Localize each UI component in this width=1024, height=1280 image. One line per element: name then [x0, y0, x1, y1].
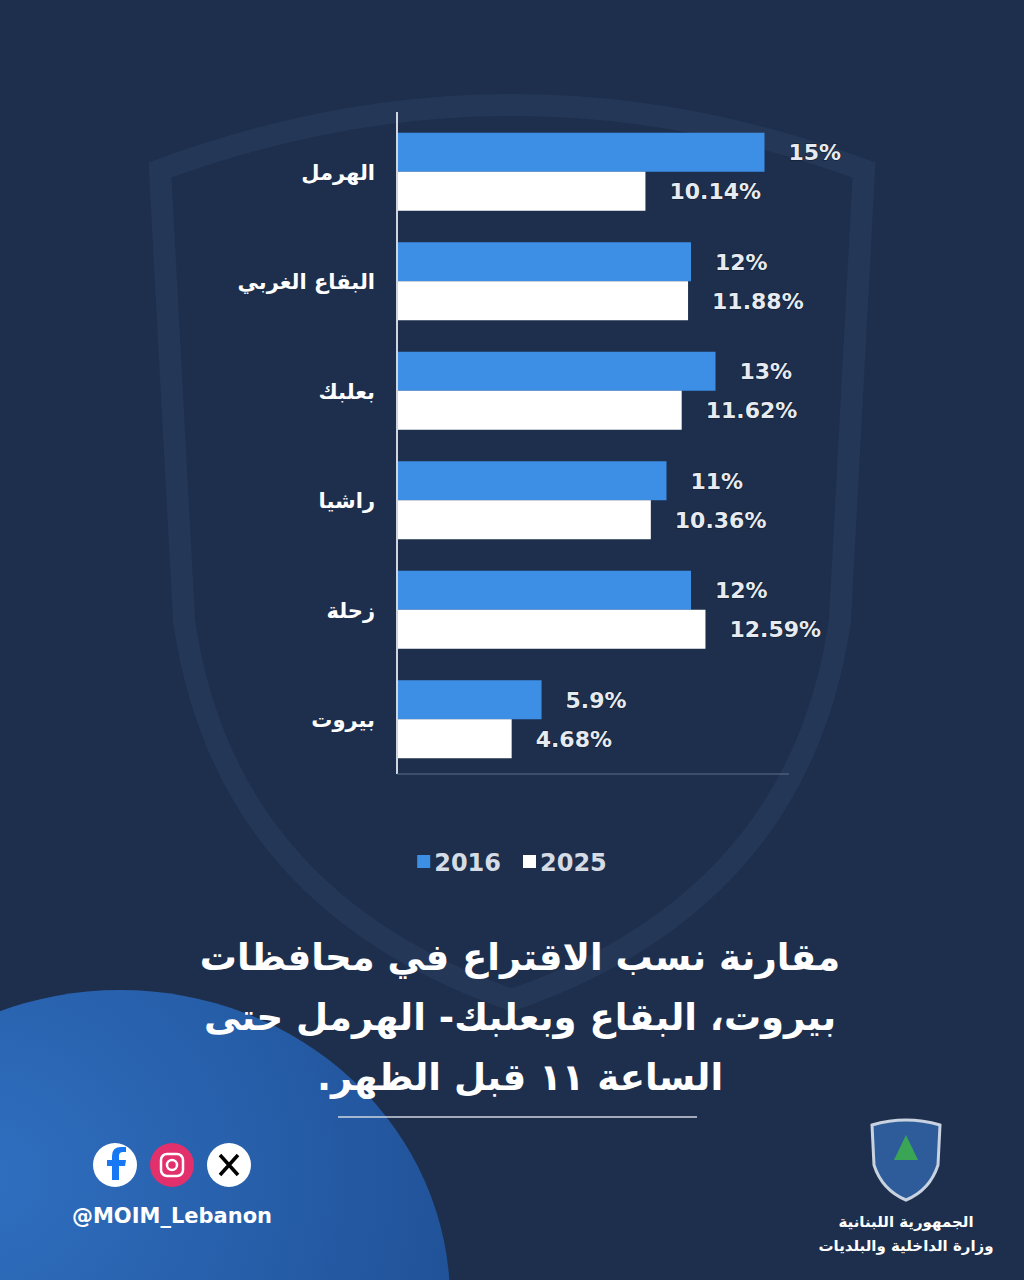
data-label: 11.62%: [706, 398, 798, 423]
bar: [397, 281, 688, 320]
data-label: 13%: [740, 359, 793, 384]
logo: [872, 1120, 940, 1200]
data-label: 10.36%: [675, 508, 767, 533]
social-icons: [93, 1143, 251, 1187]
data-label: 4.68%: [536, 727, 612, 752]
category-label: البقاع الغربي: [238, 270, 375, 294]
category-label: زحلة: [326, 599, 375, 623]
category-label: راشيا: [319, 489, 375, 513]
divider: [338, 1116, 697, 1118]
bar: [397, 352, 716, 391]
bar: [397, 172, 645, 211]
data-label: 11%: [691, 469, 744, 494]
data-label: 5.9%: [566, 688, 627, 713]
bar: [397, 610, 705, 649]
watermark: [160, 105, 864, 1000]
category-label: بيروت: [311, 708, 375, 732]
facebook-icon: [93, 1143, 137, 1187]
bar: [397, 391, 682, 430]
bar: [397, 133, 765, 172]
legend-label: 2016: [434, 849, 501, 877]
instagram-glyph: [161, 1154, 183, 1176]
chart-title: مقارنة نسب الاقتراع في محافظات بيروت، ال…: [140, 928, 900, 1108]
legend-swatch: [523, 855, 536, 868]
x-icon: [207, 1143, 251, 1187]
handle: @MOIM_Lebanon: [72, 1204, 272, 1228]
labels: 15% 10.14% الهرمل 12% 11.88% البقاع الغربي 13%…: [238, 140, 842, 752]
bar: [397, 680, 542, 719]
bar: [397, 242, 691, 281]
data-label: 11.88%: [712, 289, 804, 314]
instagram-icon: [150, 1143, 194, 1187]
legend: 2016 2025: [417, 849, 607, 877]
facebook-glyph: [107, 1147, 126, 1180]
data-label: 15%: [789, 140, 842, 165]
x-glyph: [220, 1155, 238, 1175]
data-label: 12.59%: [729, 617, 821, 642]
data-label: 12%: [715, 578, 768, 603]
bar: [397, 719, 512, 758]
category-label: الهرمل: [301, 161, 375, 185]
instagram-glyph: [167, 1160, 177, 1170]
legend-swatch: [417, 855, 430, 868]
value-axis: [397, 774, 789, 775]
logo-cedar: [894, 1135, 918, 1160]
category-label: بعلبك: [319, 380, 375, 404]
bar: [397, 461, 667, 500]
data-label: 12%: [715, 250, 768, 275]
org-name: الجمهورية اللبنانية: [838, 1213, 973, 1231]
data-label: 10.14%: [669, 179, 761, 204]
org-name: وزارة الداخلية والبلديات: [818, 1237, 993, 1255]
logo-shield: [872, 1120, 940, 1200]
legend-label: 2025: [540, 849, 607, 877]
bars: [397, 133, 765, 759]
bar: [397, 571, 691, 610]
bar: [397, 500, 651, 539]
category-axis: [396, 112, 398, 774]
